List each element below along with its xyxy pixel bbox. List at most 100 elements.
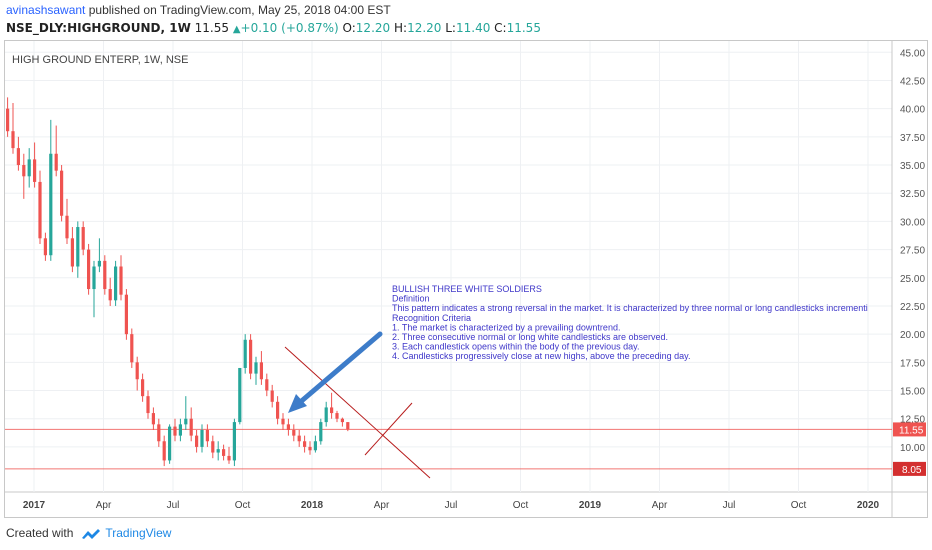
candle-body — [216, 449, 220, 453]
candle-body — [135, 362, 139, 380]
candle-body — [335, 413, 339, 419]
open-value: 12.20 — [355, 21, 391, 35]
x-tick-label: Oct — [235, 500, 251, 511]
candle-body — [270, 390, 274, 402]
candle-body — [319, 422, 323, 442]
symbol-label: NSE_DLY:HIGHGROUND, 1W — [6, 21, 191, 35]
high-value: 12.20 — [407, 21, 442, 35]
x-tick-label: 2018 — [301, 500, 324, 511]
x-tick-label: 2019 — [579, 500, 602, 511]
candlestick-chart[interactable]: 45.00 42.50 40.00 37.50 35.00 32.50 30.00 27.50… — [0, 0, 932, 520]
y-tick-label: 25.00 — [900, 274, 925, 285]
downtrend-line — [284, 346, 431, 479]
candle-body — [168, 426, 172, 461]
candle-body — [108, 289, 112, 301]
candle-body — [27, 159, 31, 177]
candle-body — [189, 418, 193, 436]
candle-body — [6, 108, 10, 132]
candle-body — [222, 449, 226, 456]
annotation-line: This pattern indicates a strong reversal… — [392, 303, 868, 313]
tradingview-logo-icon — [82, 528, 101, 539]
candle-body — [238, 367, 242, 423]
x-tick-label: Apr — [374, 500, 390, 511]
y-tick-label: 45.00 — [900, 48, 925, 59]
candle-body — [60, 170, 64, 216]
candle-body — [205, 429, 209, 442]
close-label: C: — [494, 21, 507, 35]
last-price-tag — [893, 422, 926, 437]
candle-body — [243, 339, 247, 368]
candle-body — [70, 238, 74, 267]
candle-body — [146, 396, 150, 414]
breakout-line — [364, 402, 413, 456]
candle-body — [49, 153, 53, 256]
candle-body — [184, 418, 188, 425]
x-tick-label: Jul — [445, 500, 458, 511]
y-tick-label: 17.50 — [900, 358, 925, 369]
annotation-line: Definition — [392, 294, 430, 304]
low-label: L: — [445, 21, 456, 35]
low-value: 11.40 — [455, 21, 491, 35]
candle-body — [151, 413, 155, 425]
candle-body — [330, 407, 334, 414]
x-tick-label: Jul — [167, 500, 180, 511]
candle-body — [265, 379, 269, 391]
tradingview-brand-link[interactable]: TradingView — [105, 526, 172, 540]
x-tick-label: Jul — [723, 500, 736, 511]
candle-body — [249, 339, 253, 374]
candle-body — [33, 159, 37, 182]
candle-body — [303, 441, 307, 447]
pointer-arrow-shaft — [295, 331, 383, 407]
candle-body — [178, 424, 182, 436]
y-tick-label: 37.50 — [900, 133, 925, 144]
candle-body — [276, 401, 280, 419]
candle-body — [313, 441, 317, 451]
price-change: +0.10 (+0.87%) — [240, 21, 339, 35]
candle-body — [11, 131, 15, 149]
candle-body — [346, 422, 350, 430]
candle-body — [103, 260, 107, 290]
candle-body — [211, 441, 215, 453]
candle-body — [286, 424, 290, 430]
candle-body — [297, 435, 301, 442]
up-triangle-icon: ▲ — [232, 24, 241, 35]
publish-text: published on TradingView.com, May 25, 20… — [85, 3, 391, 17]
x-tick-label: Oct — [791, 500, 807, 511]
candle-body — [76, 227, 80, 267]
annotation-line: 2. Three consecutive normal or long whit… — [392, 332, 668, 342]
created-with-text: Created with — [6, 526, 74, 540]
x-tick-label: Apr — [652, 500, 668, 511]
footer: Created with TradingView — [6, 526, 171, 540]
y-tick-label: 15.00 — [900, 387, 925, 398]
candle-body — [227, 455, 231, 461]
y-tick-label: 20.00 — [900, 330, 925, 341]
ohlc-header: NSE_DLY:HIGHGROUND, 1W 11.55 ▲+0.10 (+0.… — [6, 21, 541, 35]
y-tick-label: 22.50 — [900, 302, 925, 313]
candle-body — [65, 215, 69, 239]
low-price-tag-label: 8.05 — [902, 465, 922, 476]
candle-body — [173, 426, 177, 436]
annotation-line: Recognition Criteria — [392, 313, 471, 323]
annotation-line: 4. Candlesticks progressively close at n… — [392, 351, 691, 361]
candle-body — [281, 418, 285, 425]
y-tick-label: 27.50 — [900, 246, 925, 257]
x-tick-label: Oct — [513, 500, 529, 511]
chart-frame — [4, 40, 928, 518]
candle-body — [141, 379, 145, 397]
candle-body — [38, 181, 42, 239]
candle-body — [157, 424, 161, 442]
chart-title: HIGH GROUND ENTERP, 1W, NSE — [12, 54, 188, 66]
candle-body — [114, 266, 118, 301]
candle-body — [97, 260, 101, 267]
candle-body — [324, 407, 328, 423]
candle-body — [92, 266, 96, 290]
publish-info: avinashsawant published on TradingView.c… — [6, 3, 391, 17]
candle-body — [87, 249, 91, 290]
y-tick-label: 32.50 — [900, 189, 925, 200]
candle-body — [119, 266, 123, 295]
candle-body — [195, 435, 199, 447]
y-tick-label: 40.00 — [900, 105, 925, 116]
author-link[interactable]: avinashsawant — [6, 3, 86, 17]
candle-body — [254, 362, 258, 374]
candle-body — [124, 294, 128, 335]
